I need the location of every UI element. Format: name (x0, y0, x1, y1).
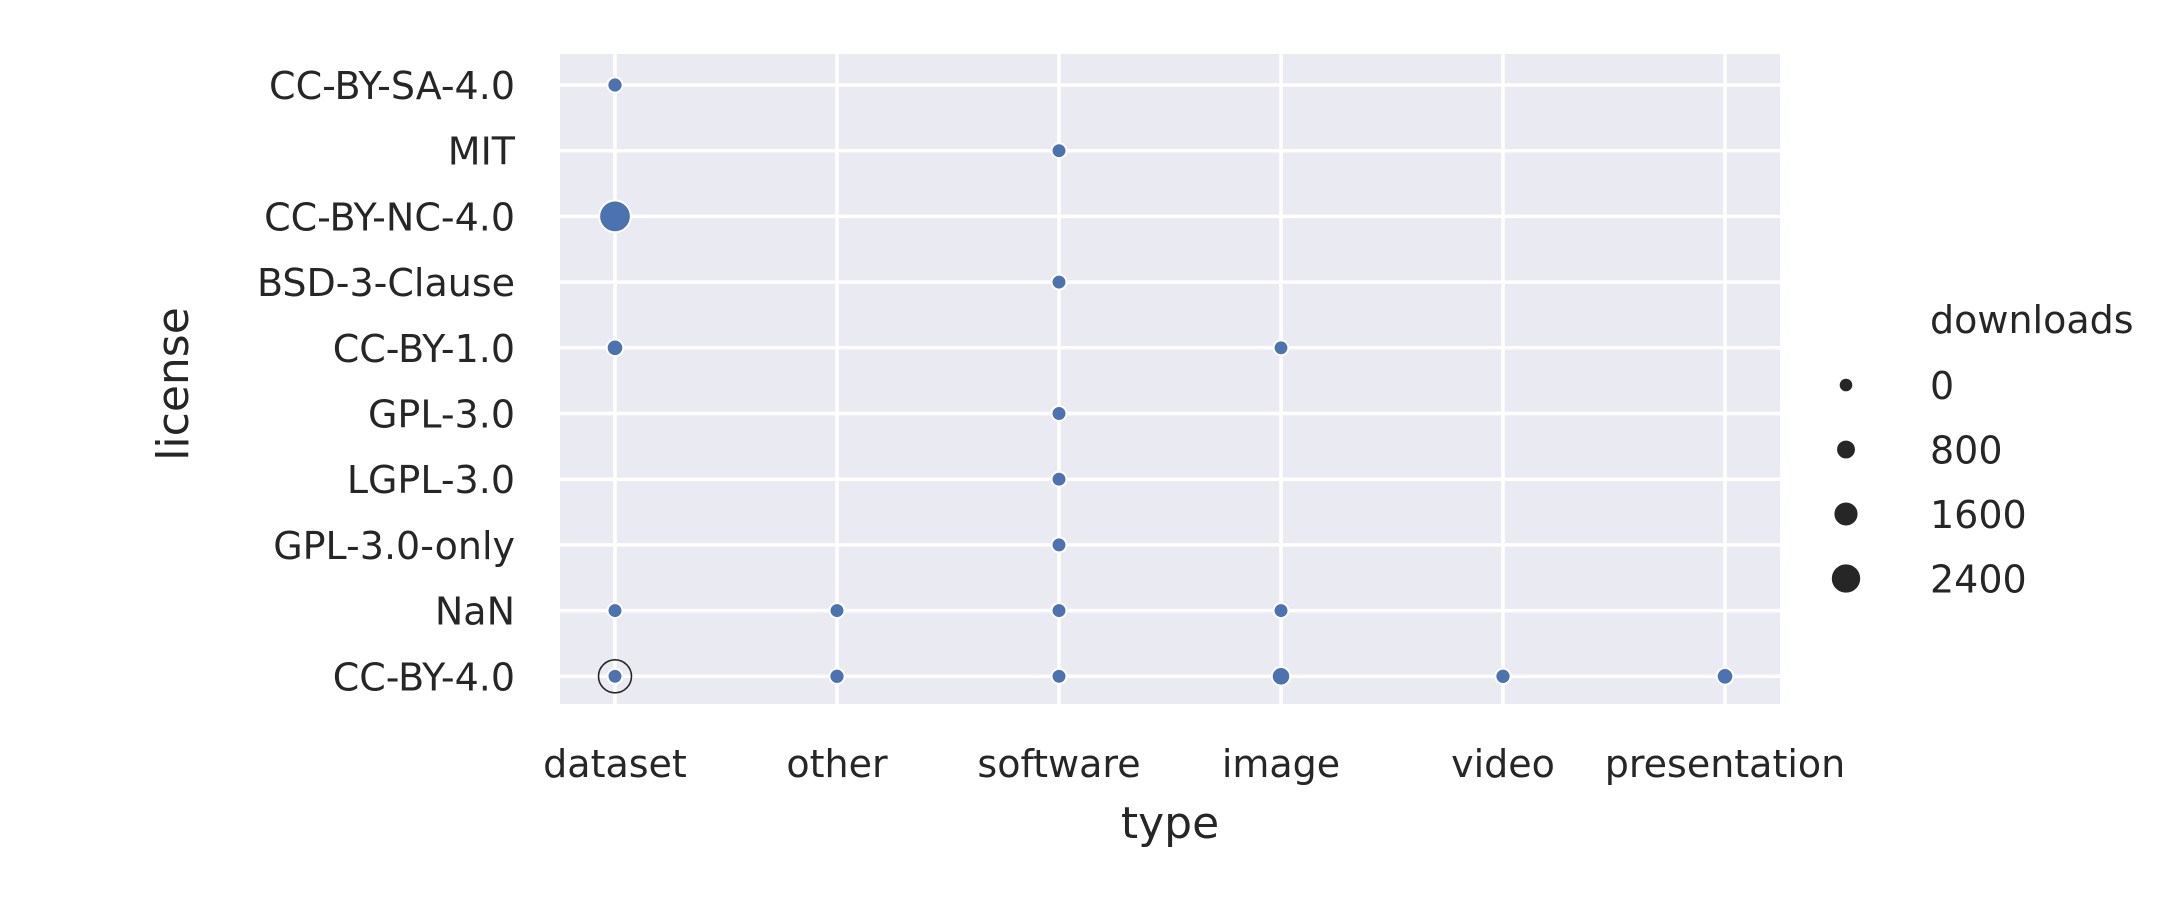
x-tick-label: image (1222, 742, 1340, 786)
data-point (1272, 602, 1290, 620)
data-points (597, 76, 1735, 694)
data-point (606, 76, 624, 94)
y-tick-label: NaN (435, 590, 515, 634)
y-axis-label: license (148, 307, 199, 461)
y-tick-label: GPL-3.0 (368, 393, 515, 437)
y-tick-label: GPL-3.0-only (273, 524, 515, 568)
data-point (1715, 667, 1735, 686)
data-point (828, 602, 846, 620)
legend-marker (1835, 438, 1857, 461)
legend-marker (1829, 562, 1863, 595)
data-point (1050, 536, 1068, 554)
y-tick-label: BSD-3-Clause (257, 261, 515, 305)
x-tick-label: other (786, 742, 888, 786)
y-tick-label: MIT (448, 130, 516, 174)
data-point (1494, 667, 1512, 685)
data-point (1050, 273, 1068, 291)
data-point (1050, 405, 1068, 422)
legend-marker (1832, 500, 1860, 528)
data-point (1050, 602, 1068, 620)
legend: downloads 0 800 1600 2400 (1829, 298, 2134, 602)
y-tick-labels: CC-BY-SA-4.0 MIT CC-BY-NC-4.0 BSD-3-Clause C… (257, 64, 516, 699)
legend-label: 0 (1930, 364, 1954, 408)
data-point (1050, 470, 1068, 488)
x-tick-label: video (1451, 742, 1555, 786)
legend-title: downloads (1930, 298, 2134, 342)
x-tick-label: presentation (1605, 742, 1846, 786)
data-point (606, 667, 624, 685)
x-gridlines (613, 54, 1727, 704)
x-axis-label: type (1121, 798, 1219, 849)
y-tick-label: CC-BY-SA-4.0 (269, 64, 515, 108)
x-tick-labels: dataset other software image video presentati… (543, 742, 1845, 786)
data-point (1272, 339, 1290, 357)
legend-label: 1600 (1930, 493, 2027, 537)
data-point (597, 658, 633, 694)
legend-label: 800 (1930, 429, 2003, 473)
y-tick-label: CC-BY-1.0 (333, 327, 515, 371)
data-point (1270, 666, 1292, 687)
data-point (605, 338, 625, 358)
y-gridlines (560, 83, 1780, 679)
data-point (828, 667, 846, 685)
plot-background (560, 54, 1780, 704)
y-tick-label: LGPL-3.0 (347, 458, 515, 502)
x-tick-label: software (977, 742, 1140, 786)
y-tick-label: CC-BY-NC-4.0 (264, 195, 515, 239)
data-point (1050, 142, 1068, 160)
legend-marker (1837, 376, 1855, 394)
data-point (598, 199, 632, 234)
y-tick-label: CC-BY-4.0 (333, 655, 515, 699)
legend-label: 2400 (1930, 558, 2027, 602)
data-point (1050, 667, 1068, 685)
data-point (606, 602, 624, 620)
x-tick-label: dataset (543, 742, 687, 786)
